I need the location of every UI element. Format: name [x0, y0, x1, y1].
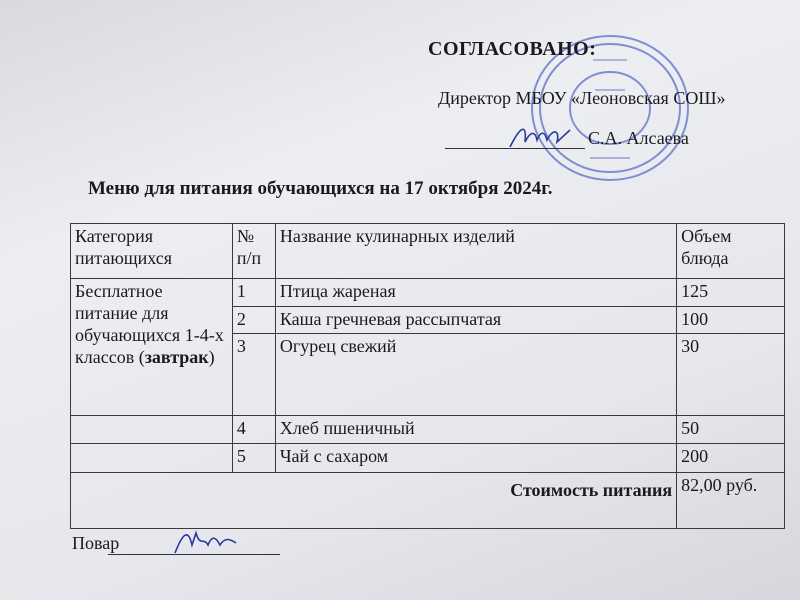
- empty-category-cell: [70, 415, 233, 444]
- cook-label: Повар: [72, 533, 120, 553]
- director-signature-line: [445, 130, 585, 149]
- row-number: 5: [231, 443, 276, 473]
- total-row: Стоимость питания 82,00 руб.: [69, 472, 785, 529]
- director-signature: [509, 128, 571, 148]
- table-row: 4 Хлеб пшеничный 50: [70, 415, 785, 444]
- dish-volume: 125: [676, 278, 785, 307]
- school-stamp: [531, 35, 689, 181]
- category-meal: завтрак: [144, 347, 209, 367]
- director-title: Директор МБОУ «Леоновская СОШ»: [438, 88, 726, 108]
- row-number: 4: [231, 415, 276, 444]
- approval-heading: СОГЛАСОВАНО:: [428, 38, 597, 60]
- total-value: 82,00 руб.: [676, 472, 785, 529]
- header-number: № п/п: [231, 223, 276, 279]
- category-cell: Бесплатное питание для обучающихся 1-4-х…: [70, 278, 233, 416]
- total-label: Стоимость питания: [69, 472, 678, 529]
- menu-table: Категория питающихся № п/п Название кули…: [69, 223, 785, 529]
- empty-category-cell: [70, 443, 233, 473]
- header-category: Категория питающихся: [70, 223, 233, 279]
- dish-name: Чай с сахаром: [274, 443, 678, 473]
- dish-name: Огурец свежий: [274, 333, 678, 416]
- dish-name: Каша гречневая рассыпчатая: [274, 306, 678, 334]
- cook-signature-line: [108, 535, 280, 555]
- dish-name: Птица жареная: [274, 278, 678, 307]
- header-dish-name: Название кулинарных изделий: [274, 223, 678, 279]
- dish-volume: 50: [676, 415, 785, 444]
- dish-name: Хлеб пшеничный: [274, 415, 678, 444]
- header-volume: Объем блюда: [676, 223, 785, 279]
- page-title: Меню для питания обучающихся на 17 октяб…: [88, 178, 553, 199]
- cook-signature: [174, 530, 237, 554]
- director-name: С.А. Алсаева: [588, 128, 689, 148]
- dish-volume: 30: [676, 333, 785, 416]
- row-number: 3: [231, 333, 276, 416]
- row-number: 1: [231, 278, 276, 307]
- dish-volume: 100: [676, 306, 785, 334]
- table-header-row: Категория питающихся № п/п Название кули…: [70, 223, 785, 279]
- table-row: 2 Каша гречневая рассыпчатая 100: [71, 306, 785, 334]
- dish-volume: 200: [676, 443, 785, 473]
- row-number: 2: [231, 306, 276, 334]
- category-text: Бесплатное питание для обучающихся 1-4-х…: [75, 281, 224, 367]
- table-row: 5 Чай с сахаром 200: [70, 443, 785, 473]
- table-row: Бесплатное питание для обучающихся 1-4-х…: [70, 278, 785, 416]
- table-row: 3 Огурец свежий 30: [71, 333, 785, 416]
